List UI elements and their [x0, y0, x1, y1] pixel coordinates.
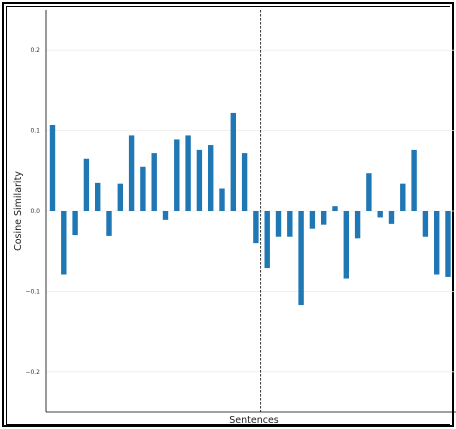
bar: [253, 211, 259, 244]
bar: [400, 183, 406, 211]
bar: [95, 182, 101, 211]
bar: [196, 149, 203, 211]
bar: [241, 153, 248, 211]
bar: [445, 211, 451, 277]
y-tick-labels: −0.2 −0.1 0.0 0.1 0.2: [25, 47, 40, 376]
bar: [49, 124, 56, 211]
y-tick-label: 0.1: [30, 128, 40, 135]
bar: [185, 135, 191, 211]
bar: [174, 139, 180, 211]
bars: [49, 112, 451, 306]
bar: [354, 211, 361, 239]
bar: [219, 188, 225, 211]
y-tick-label: −0.2: [25, 369, 40, 376]
y-tick-label: 0.0: [30, 208, 40, 215]
bar: [287, 211, 293, 237]
bar: [230, 112, 236, 211]
bar: [275, 211, 282, 237]
bar: [61, 211, 67, 275]
bar: [377, 211, 383, 218]
gridlines: [46, 49, 456, 373]
bar: [140, 166, 146, 211]
bar: [117, 183, 123, 211]
chart-outer-frame: [6, 6, 450, 425]
bar: [162, 211, 169, 220]
bar: [151, 153, 157, 211]
bar: [388, 211, 395, 224]
bar: [128, 135, 135, 211]
bar: [309, 211, 316, 229]
bar: [106, 211, 112, 236]
y-tick-label: 0.2: [30, 47, 40, 54]
bar: [298, 211, 304, 306]
y-axis-label: Cosine Similarity: [13, 171, 24, 251]
bar: [83, 158, 90, 211]
bar: [264, 211, 270, 269]
y-tick-label: −0.1: [25, 288, 40, 295]
bar: [208, 145, 214, 211]
x-axis-label: Sentences: [229, 415, 279, 426]
bar: [422, 211, 429, 237]
bar: [434, 211, 440, 275]
bar: [366, 173, 372, 211]
bar: [411, 149, 417, 211]
bar: [72, 211, 78, 236]
bar: [332, 206, 338, 211]
bar: [321, 211, 327, 225]
bar: [343, 211, 349, 279]
